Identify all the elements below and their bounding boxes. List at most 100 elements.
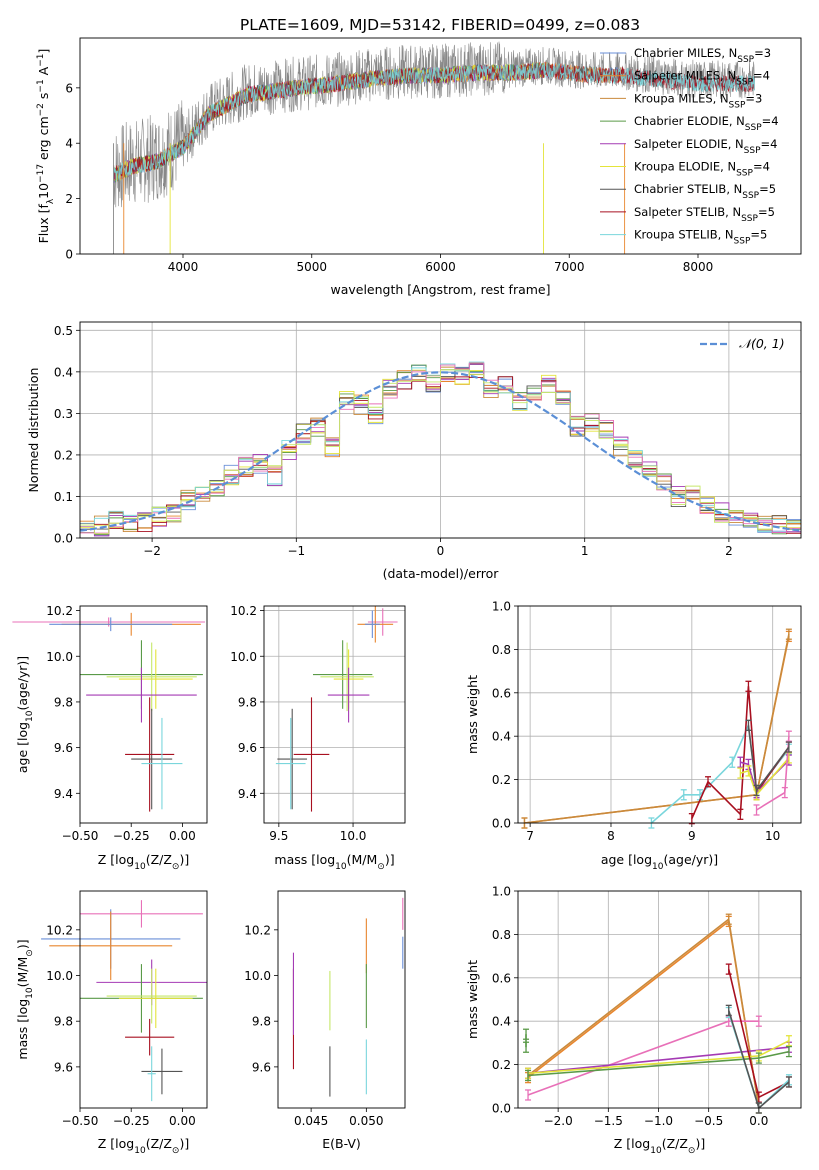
axes-age_vs_mass: 9.5 10.0 9.4 9.6 9.8 10.0 10.2	[230, 604, 405, 843]
series-line	[527, 1046, 790, 1075]
series-line	[527, 917, 760, 1108]
y-tick-label: 0.0	[54, 532, 73, 546]
y-tick-label: 1.0	[492, 600, 511, 614]
y-tick-label: 0	[65, 248, 73, 262]
y-axis-label: mass [log10(M/M⊙)]	[15, 939, 35, 1059]
y-axis-label: age [log10(age/yr)]	[15, 656, 35, 773]
legend-entry: Kroupa STELIB, NSSP=5	[634, 228, 767, 247]
x-tick-label: 7000	[554, 260, 585, 274]
x-axis-label: mass [log10(M/M⊙)]	[274, 852, 394, 872]
y-tick-label: 9.4	[238, 787, 257, 801]
y-tick-label: 4	[65, 137, 73, 151]
y-tick-label: 9.6	[238, 741, 257, 755]
legend-entry: Chabrier MILES, NSSP=3	[634, 46, 771, 65]
series-line	[740, 757, 790, 797]
x-tick-label: 0	[437, 544, 445, 558]
y-tick-label: 9.4	[54, 787, 73, 801]
y-tick-label: 10.2	[230, 604, 257, 618]
x-tick-label: 0.00	[169, 829, 196, 843]
x-tick-label: −1.0	[644, 1114, 673, 1128]
series-line	[727, 1010, 790, 1108]
y-tick-label: 10.0	[244, 969, 271, 983]
legend-entry: Kroupa ELODIE, NSSP=4	[634, 160, 770, 179]
data-spectrum-line	[113, 41, 755, 208]
legend-entry: Chabrier ELODIE, NSSP=4	[634, 114, 779, 133]
x-tick-label: 4000	[168, 260, 199, 274]
series-line	[527, 919, 760, 1108]
x-tick-label: 7	[526, 829, 534, 843]
y-tick-label: 0.8	[492, 643, 511, 657]
axes-mass_weight_vs_age: 7 8 9 10 0.0 0.2 0.4 0.6 0.8 1.0	[492, 600, 801, 843]
y-tick-label: 10.2	[46, 923, 73, 937]
y-tick-label: 10.2	[46, 604, 73, 618]
series-line	[691, 686, 790, 820]
spectrum-legend: Chabrier MILES, NSSP=3 Salpeter MILES, NS…	[600, 46, 779, 247]
axes-spectrum: 4000 5000 6000 7000 8000 0 2 4 6	[65, 41, 755, 274]
y-tick-label: 0.5	[54, 324, 73, 338]
x-tick-label: −2.0	[544, 1114, 573, 1128]
y-axis-label: Normed distribution	[26, 368, 41, 493]
axes-frame	[79, 321, 802, 539]
axes-frame	[79, 37, 802, 255]
axes-frame	[517, 890, 802, 1109]
legend-entry: Salpeter ELODIE, NSSP=4	[634, 137, 777, 156]
model-spectrum-line	[113, 62, 755, 183]
x-tick-label: 0.045	[294, 1114, 328, 1128]
x-tick-label: 2	[725, 544, 733, 558]
axes-frame	[79, 890, 208, 1109]
y-tick-label: 10.0	[230, 650, 257, 664]
axes-frame	[277, 890, 406, 1109]
x-axis-label: (data-model)/error	[383, 566, 500, 581]
y-tick-label: 10.0	[46, 650, 73, 664]
x-tick-label: 9	[688, 829, 696, 843]
axes-frame	[263, 605, 406, 824]
x-tick-label: 9.5	[269, 829, 288, 843]
y-tick-label: 9.8	[252, 1015, 271, 1029]
y-tick-label: 10.0	[46, 969, 73, 983]
figure-title: PLATE=1609, MJD=53142, FIBERID=0499, z=0…	[240, 16, 640, 34]
x-axis-label: age [log10(age/yr)]	[601, 852, 718, 872]
axes-frame	[517, 605, 802, 824]
x-tick-label: 1	[581, 544, 589, 558]
y-axis-label: mass weight	[465, 960, 480, 1039]
y-tick-label: 0.2	[492, 1058, 511, 1072]
legend-entry: Salpeter MILES, NSSP=4	[634, 69, 770, 88]
y-tick-label: 0.0	[492, 1102, 511, 1116]
x-tick-label: −0.5	[694, 1114, 723, 1128]
y-tick-label: 0.6	[492, 971, 511, 985]
y-tick-label: 9.8	[54, 1015, 73, 1029]
axes-mass_vs_Z: −0.50 −0.25 0.00 9.6 9.8 10.0 10.2	[41, 900, 207, 1128]
legend-entry: Kroupa MILES, NSSP=3	[634, 91, 762, 110]
axes-residuals: −2 −1 0 1 2 0.0 0.1 0.2 0.3 0.4 0.5	[54, 322, 802, 558]
x-tick-label: −1.5	[594, 1114, 623, 1128]
y-axis-label: mass weight	[465, 675, 480, 754]
x-tick-label: 0.0	[749, 1114, 768, 1128]
x-axis-label: E(B-V)	[322, 1136, 361, 1151]
y-tick-label: 0.2	[492, 773, 511, 787]
x-tick-label: 0.050	[349, 1114, 383, 1128]
y-tick-label: 0.8	[492, 928, 511, 942]
x-tick-label: −2	[143, 544, 161, 558]
y-tick-label: 9.6	[54, 741, 73, 755]
axes-age_vs_Z: −0.50 −0.25 0.00 9.4 9.6 9.8 10.0 10.2	[12, 604, 205, 843]
x-tick-label: 10.0	[340, 829, 367, 843]
x-tick-label: 8000	[683, 260, 714, 274]
y-tick-label: 0.4	[54, 365, 73, 379]
x-tick-label: 5000	[296, 260, 327, 274]
x-tick-label: 8	[607, 829, 615, 843]
y-tick-label: 2	[65, 192, 73, 206]
x-tick-label: −0.50	[62, 829, 99, 843]
legend-entry: Chabrier STELIB, NSSP=5	[634, 182, 776, 201]
histogram-step-line	[80, 369, 801, 535]
y-tick-label: 6	[65, 81, 73, 95]
x-axis-label: Z [log10(Z/Z⊙)]	[614, 1136, 705, 1156]
y-tick-label: 0.3	[54, 407, 73, 421]
x-axis-label: Z [log10(Z/Z⊙)]	[98, 1136, 189, 1156]
axes-frame	[79, 605, 208, 824]
y-tick-label: 0.6	[492, 686, 511, 700]
y-tick-label: 0.4	[492, 730, 511, 744]
gaussian-curve	[79, 371, 802, 532]
x-tick-label: 6000	[425, 260, 456, 274]
x-tick-label: −0.25	[113, 1114, 150, 1128]
